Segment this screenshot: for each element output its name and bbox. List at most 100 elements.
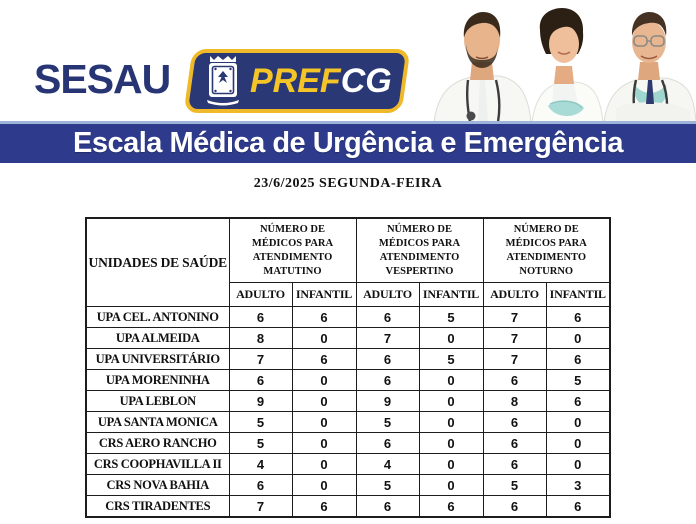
cell-value: 0 — [418, 453, 484, 476]
cell-value: 5 — [418, 306, 484, 329]
cell-value: 3 — [545, 474, 611, 497]
table-row: UPA UNIVERSITÁRIO 7 6 6 5 7 6 — [85, 348, 611, 371]
cell-value: 0 — [545, 453, 611, 476]
sesau-logo: SESAU — [34, 56, 171, 102]
unit-name: UPA LEBLON — [85, 390, 230, 413]
cell-value: 0 — [545, 432, 611, 455]
cell-value: 6 — [355, 369, 420, 392]
cell-value: 7 — [355, 327, 420, 350]
table-row: CRS TIRADENTES 7 6 6 6 6 6 — [85, 495, 611, 518]
cell-value: 6 — [545, 348, 611, 371]
unit-name: CRS NOVA BAHIA — [85, 474, 230, 497]
prefcg-badge: PREFCG — [183, 49, 411, 113]
cell-value: 6 — [482, 411, 547, 434]
table-row: UPA ALMEIDA 8 0 7 0 7 0 — [85, 327, 611, 350]
title-banner: Escala Médica de Urgência e Emergência — [0, 121, 696, 163]
cell-value: 0 — [545, 411, 611, 434]
table-row: CRS AERO RANCHO 5 0 6 0 6 0 — [85, 432, 611, 455]
cell-value: 6 — [545, 306, 611, 329]
col-group-matutino: NÚMERO DE MÉDICOS PARA ATENDIMENTO MATUT… — [228, 217, 357, 284]
cell-value: 4 — [228, 453, 293, 476]
crest-icon — [207, 56, 239, 106]
cell-value: 6 — [418, 495, 484, 518]
cell-value: 5 — [228, 432, 293, 455]
unit-name: CRS TIRADENTES — [85, 495, 230, 518]
schedule-table: UNIDADES DE SAÚDE NÚMERO DE MÉDICOS PARA… — [85, 217, 611, 518]
col-header-infantil: INFANTIL — [418, 282, 484, 308]
cell-value: 7 — [482, 348, 547, 371]
cell-value: 5 — [355, 411, 420, 434]
doctors-photo — [433, 8, 696, 122]
unit-name: UPA SANTA MONICA — [85, 411, 230, 434]
badge-pref-label: PREF — [250, 61, 341, 100]
col-header-adulto: ADULTO — [482, 282, 547, 308]
cell-value: 0 — [418, 390, 484, 413]
cell-value: 0 — [291, 411, 357, 434]
cell-value: 0 — [291, 432, 357, 455]
cell-value: 6 — [228, 306, 293, 329]
cell-value: 5 — [418, 348, 484, 371]
unit-name: UPA ALMEIDA — [85, 327, 230, 350]
table-row: UPA CEL. ANTONINO 6 6 6 5 7 6 — [85, 306, 611, 329]
cell-value: 4 — [355, 453, 420, 476]
cell-value: 0 — [291, 327, 357, 350]
group-header-row: UNIDADES DE SAÚDE NÚMERO DE MÉDICOS PARA… — [85, 217, 611, 308]
cell-value: 5 — [355, 474, 420, 497]
cell-value: 5 — [545, 369, 611, 392]
cell-value: 0 — [418, 327, 484, 350]
cell-value: 9 — [228, 390, 293, 413]
cell-value: 6 — [545, 495, 611, 518]
doctor-right — [603, 12, 696, 122]
cell-value: 6 — [482, 432, 547, 455]
cell-value: 0 — [418, 369, 484, 392]
cell-value: 0 — [545, 327, 611, 350]
cell-value: 5 — [228, 411, 293, 434]
col-header-adulto: ADULTO — [228, 282, 293, 308]
unit-name: UPA MORENINHA — [85, 369, 230, 392]
cell-value: 6 — [355, 495, 420, 518]
cell-value: 0 — [291, 474, 357, 497]
table-row: CRS NOVA BAHIA 6 0 5 0 5 3 — [85, 474, 611, 497]
cell-value: 7 — [228, 348, 293, 371]
table-row: UPA SANTA MONICA 5 0 5 0 6 0 — [85, 411, 611, 434]
cell-value: 6 — [355, 348, 420, 371]
col-group-vespertino: NÚMERO DE MÉDICOS PARA ATENDIMENTO VESPE… — [355, 217, 484, 284]
cell-value: 0 — [418, 474, 484, 497]
cell-value: 6 — [545, 390, 611, 413]
cell-value: 5 — [482, 474, 547, 497]
unit-name: UPA CEL. ANTONINO — [85, 306, 230, 329]
cell-value: 6 — [291, 495, 357, 518]
cell-value: 6 — [355, 306, 420, 329]
cell-value: 8 — [228, 327, 293, 350]
cell-value: 7 — [482, 327, 547, 350]
header: SESAU PREFCG — [0, 0, 696, 122]
cell-value: 7 — [228, 495, 293, 518]
cell-value: 0 — [291, 390, 357, 413]
unit-name: CRS AERO RANCHO — [85, 432, 230, 455]
sub-header-row: ADULTO INFANTIL ADULTO INFANTIL ADULTO I… — [86, 282, 611, 308]
cell-value: 8 — [482, 390, 547, 413]
badge-cg-label: CG — [340, 61, 392, 100]
cell-value: 0 — [291, 453, 357, 476]
cell-value: 6 — [228, 369, 293, 392]
col-group-noturno: NÚMERO DE MÉDICOS PARA ATENDIMENTO NOTUR… — [482, 217, 611, 284]
col-header-infantil: INFANTIL — [291, 282, 357, 308]
cell-value: 0 — [291, 369, 357, 392]
cell-value: 6 — [291, 306, 357, 329]
table-row: UPA LEBLON 9 0 9 0 8 6 — [85, 390, 611, 413]
cell-value: 0 — [418, 411, 484, 434]
cell-value: 0 — [418, 432, 484, 455]
cell-value: 6 — [291, 348, 357, 371]
cell-value: 9 — [355, 390, 420, 413]
doctor-left — [433, 12, 532, 122]
table-row: UPA MORENINHA 6 0 6 0 6 5 — [85, 369, 611, 392]
unit-name: UPA UNIVERSITÁRIO — [85, 348, 230, 371]
table-row: CRS COOPHAVILLA II 4 0 4 0 6 0 — [85, 453, 611, 476]
col-header-adulto: ADULTO — [355, 282, 420, 308]
cell-value: 6 — [482, 369, 547, 392]
unit-name: CRS COOPHAVILLA II — [85, 453, 230, 476]
cell-value: 6 — [482, 495, 547, 518]
col-header-infantil: INFANTIL — [545, 282, 611, 308]
date-line: 23/6/2025 SEGUNDA-FEIRA — [253, 176, 443, 191]
